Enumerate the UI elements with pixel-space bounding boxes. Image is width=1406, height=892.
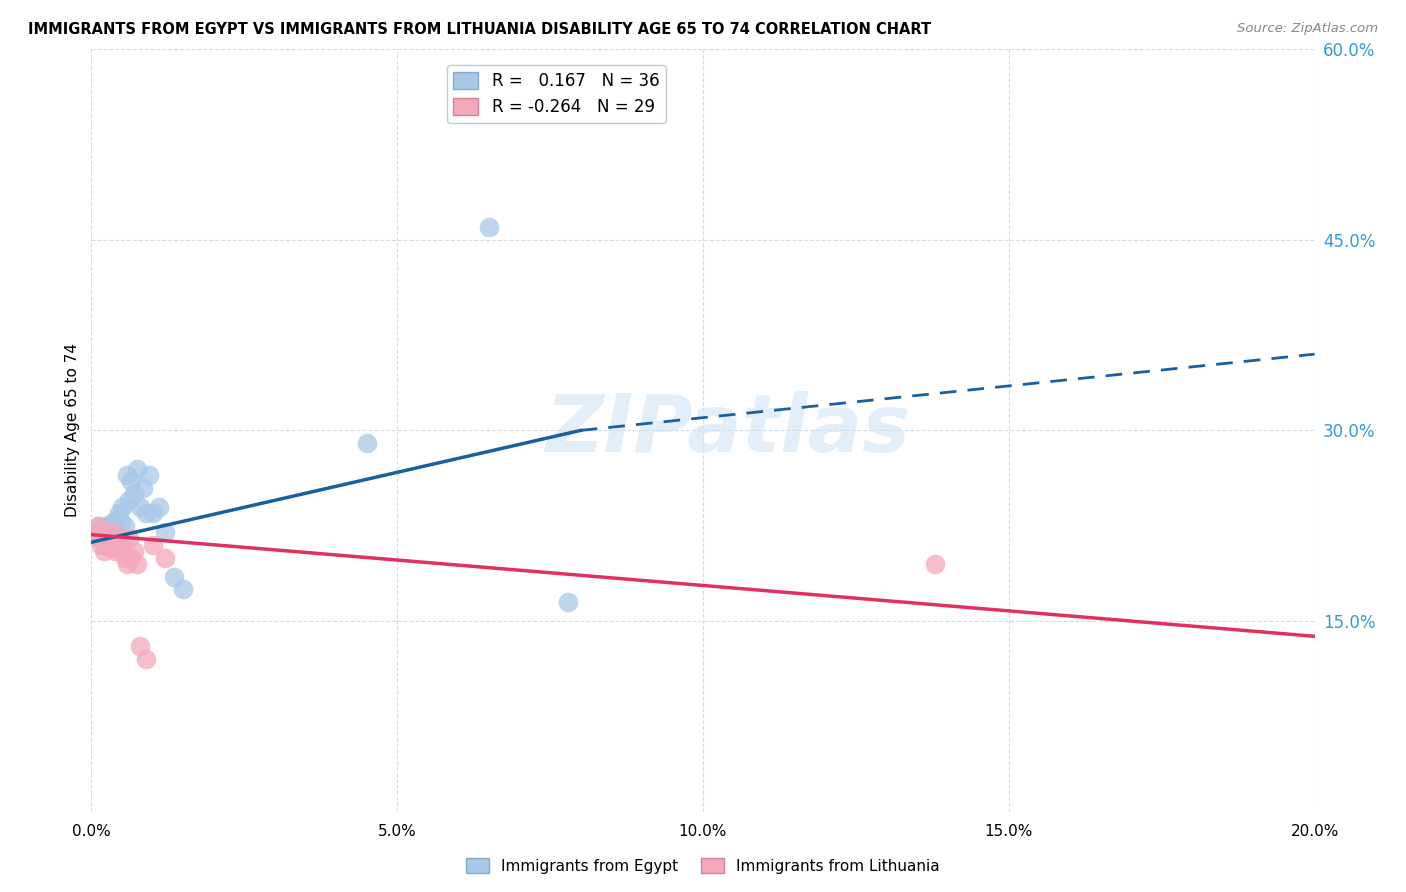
Point	[478, 220, 501, 235]
Point	[96, 527, 118, 541]
Point	[557, 595, 579, 609]
Point	[86, 518, 108, 533]
Point	[153, 550, 176, 565]
Point	[135, 652, 157, 666]
Point	[105, 541, 128, 555]
Point	[153, 524, 176, 539]
Point	[101, 524, 124, 539]
Point	[110, 515, 132, 529]
Point	[118, 532, 141, 546]
Point	[98, 541, 121, 555]
Point	[122, 487, 145, 501]
Legend: Immigrants from Egypt, Immigrants from Lithuania: Immigrants from Egypt, Immigrants from L…	[460, 852, 946, 880]
Point	[91, 532, 114, 546]
Point	[115, 467, 138, 482]
Point	[163, 569, 186, 583]
Point	[94, 538, 117, 552]
Text: ZIPatlas: ZIPatlas	[546, 392, 910, 469]
Point	[90, 524, 112, 539]
Point	[84, 524, 107, 539]
Point	[93, 524, 115, 539]
Point	[104, 518, 127, 533]
Point	[90, 538, 112, 552]
Point	[100, 532, 122, 546]
Point	[87, 532, 110, 546]
Point	[84, 524, 107, 539]
Point	[104, 535, 127, 549]
Point	[87, 532, 110, 546]
Point	[97, 535, 120, 549]
Point	[100, 527, 122, 541]
Point	[356, 436, 378, 450]
Text: IMMIGRANTS FROM EGYPT VS IMMIGRANTS FROM LITHUANIA DISABILITY AGE 65 TO 74 CORRE: IMMIGRANTS FROM EGYPT VS IMMIGRANTS FROM…	[28, 22, 931, 37]
Point	[114, 518, 136, 533]
Y-axis label: Disability Age 65 to 74: Disability Age 65 to 74	[65, 343, 80, 517]
Point	[120, 475, 142, 489]
Point	[129, 640, 152, 654]
Point	[104, 544, 127, 558]
Text: Source: ZipAtlas.com: Source: ZipAtlas.com	[1237, 22, 1378, 36]
Point	[127, 461, 149, 475]
Point	[120, 550, 142, 565]
Point	[96, 527, 118, 541]
Point	[141, 506, 163, 520]
Point	[108, 506, 131, 520]
Point	[924, 557, 946, 571]
Point	[93, 544, 115, 558]
Point	[141, 538, 163, 552]
Point	[138, 467, 160, 482]
Point	[118, 493, 141, 508]
Point	[97, 523, 120, 537]
Point	[111, 538, 134, 552]
Point	[172, 582, 194, 597]
Point	[122, 544, 145, 558]
Point	[148, 500, 170, 514]
Point	[132, 481, 155, 495]
Point	[98, 518, 121, 533]
Legend: R =   0.167   N = 36, R = -0.264   N = 29: R = 0.167 N = 36, R = -0.264 N = 29	[447, 65, 666, 123]
Point	[115, 557, 138, 571]
Point	[110, 544, 132, 558]
Point	[104, 523, 127, 537]
Point	[86, 518, 108, 533]
Point	[101, 515, 124, 529]
Point	[105, 512, 128, 526]
Point	[91, 532, 114, 546]
Point	[135, 506, 157, 520]
Point	[127, 557, 149, 571]
Point	[111, 500, 134, 514]
Point	[114, 550, 136, 565]
Point	[108, 532, 131, 546]
Point	[94, 518, 117, 533]
Point	[129, 500, 152, 514]
